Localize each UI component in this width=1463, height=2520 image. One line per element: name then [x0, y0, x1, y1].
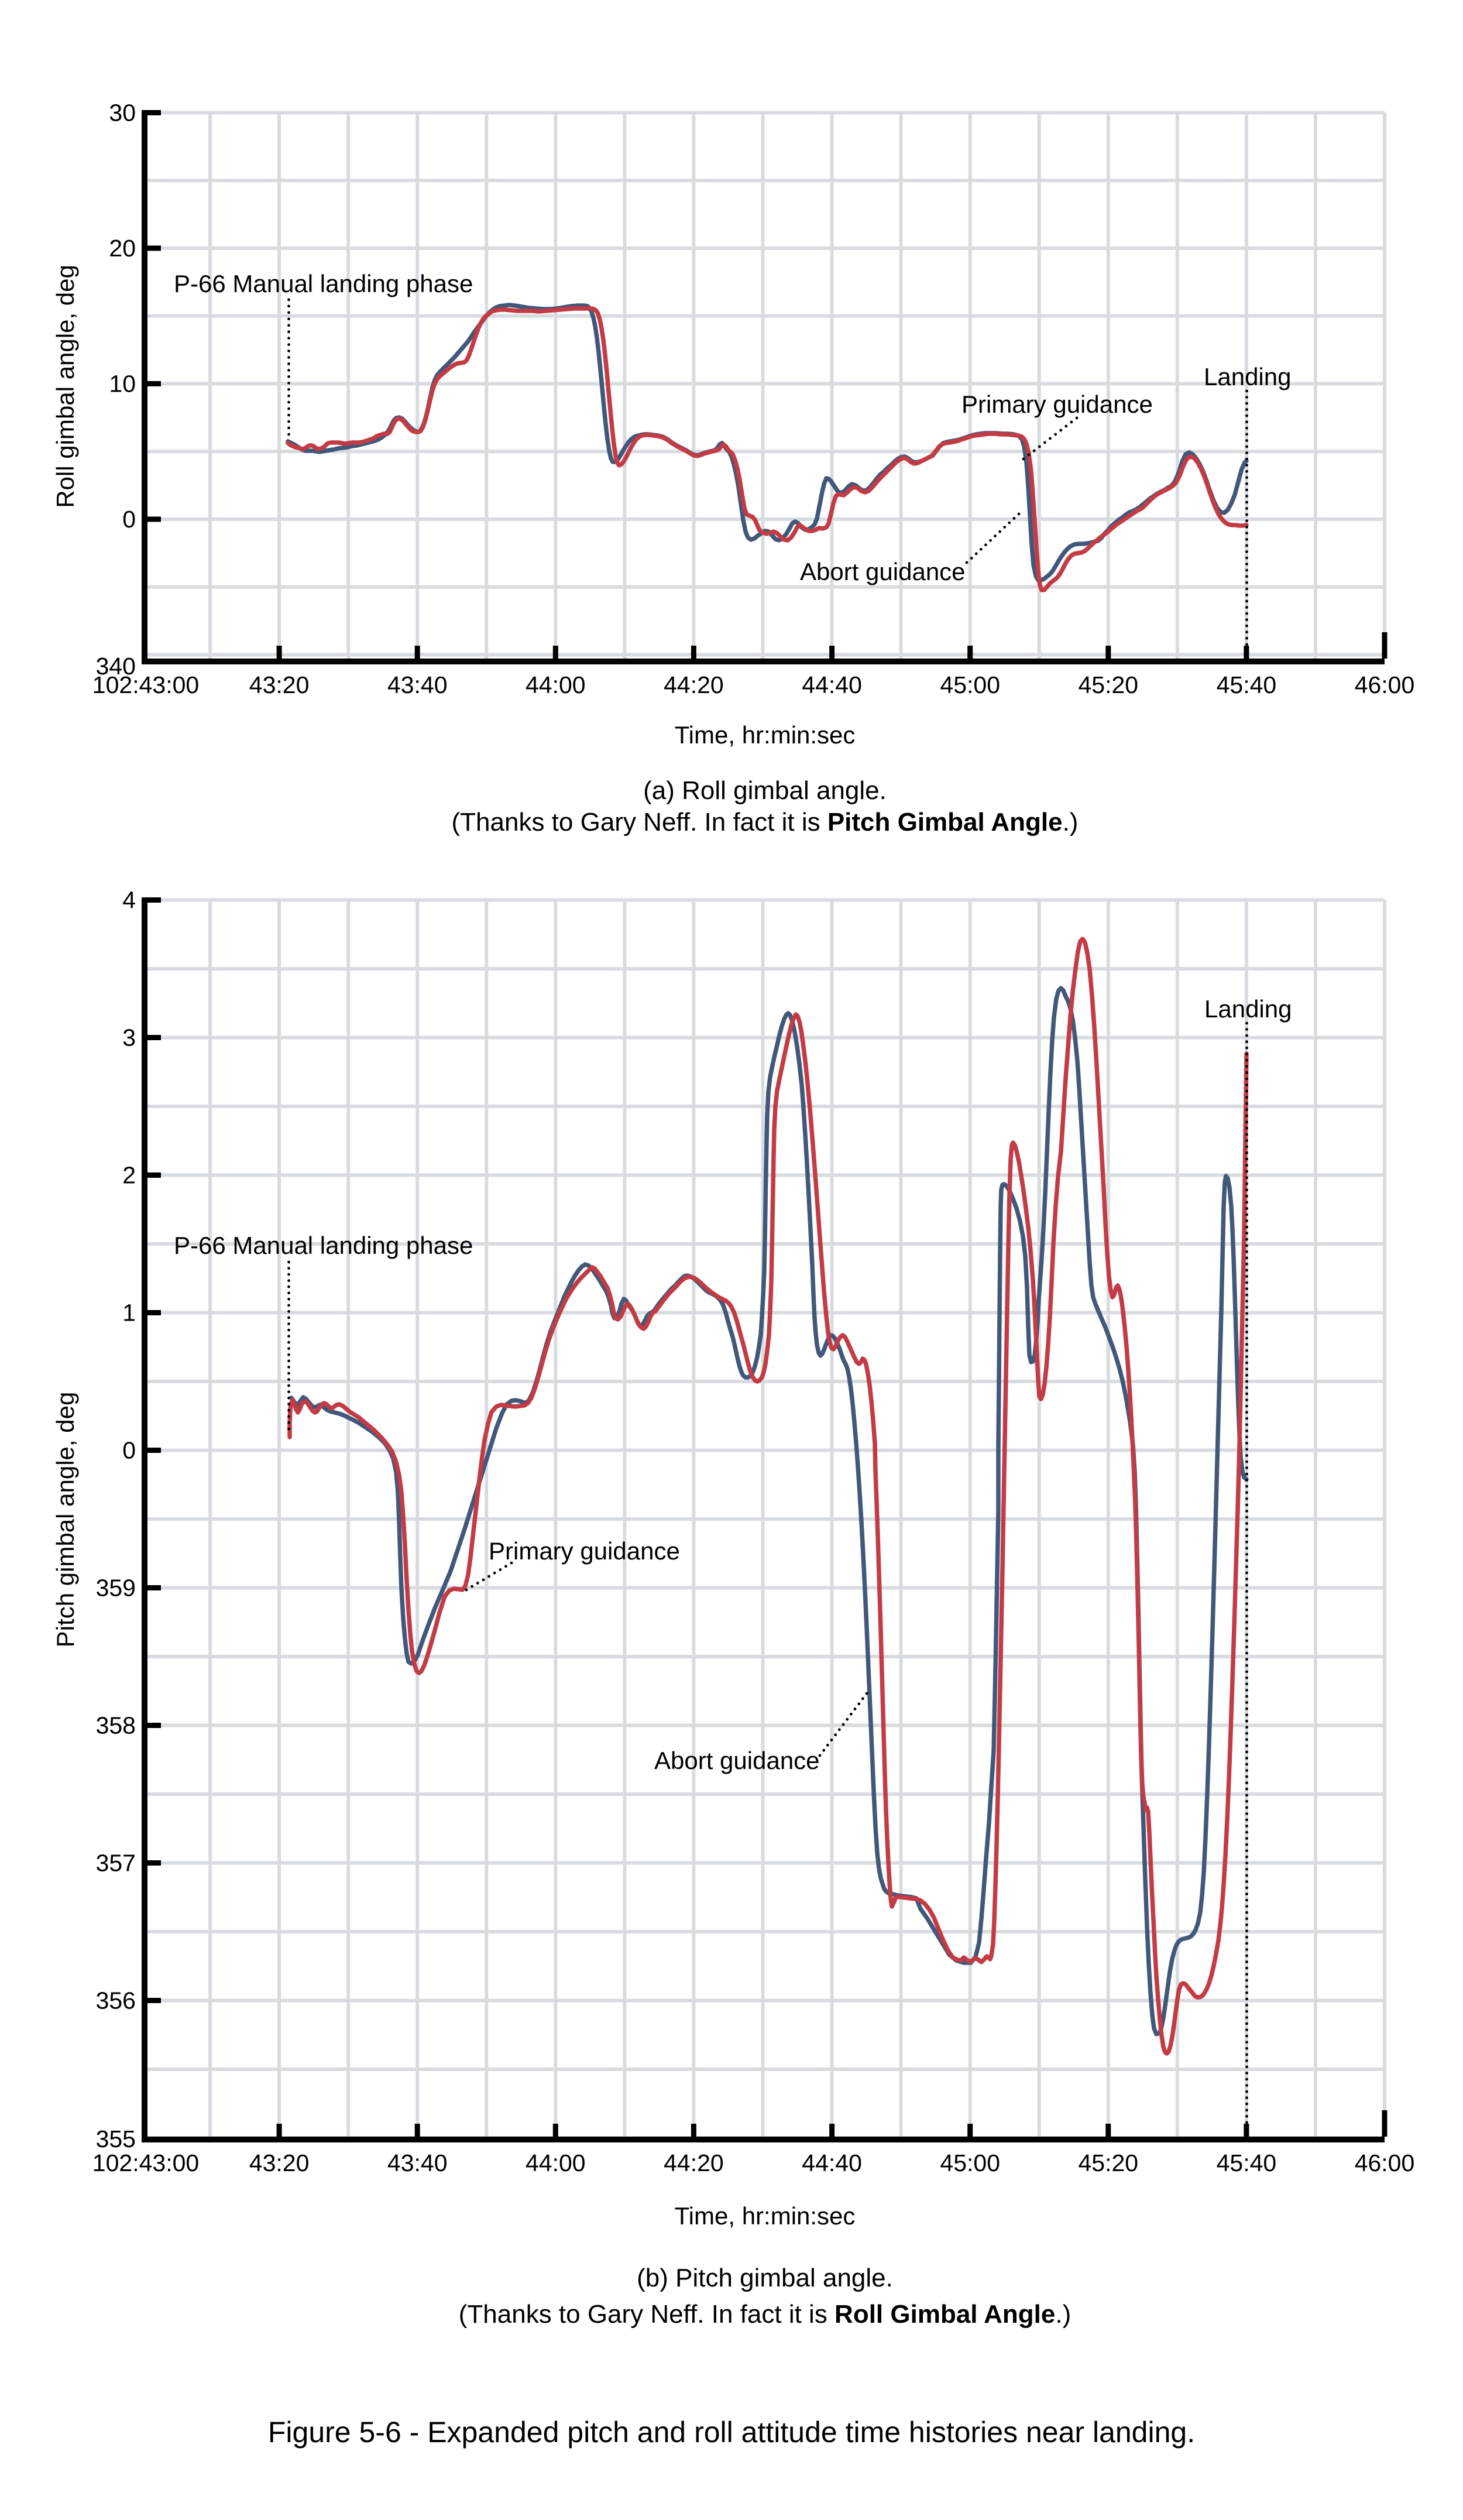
svg-text:46:00: 46:00 — [1355, 2149, 1415, 2176]
svg-text:0: 0 — [122, 506, 136, 533]
svg-text:45:00: 45:00 — [940, 2149, 1000, 2176]
svg-text:44:20: 44:20 — [664, 671, 724, 698]
svg-text:44:40: 44:40 — [802, 2149, 862, 2176]
svg-text:356: 356 — [96, 1987, 136, 2014]
svg-text:Landing: Landing — [1204, 995, 1292, 1023]
svg-text:20: 20 — [109, 235, 136, 262]
svg-text:4: 4 — [122, 887, 136, 914]
svg-text:43:20: 43:20 — [249, 2149, 310, 2176]
svg-text:43:40: 43:40 — [387, 2149, 448, 2176]
svg-text:45:20: 45:20 — [1078, 671, 1138, 698]
svg-text:Pitch gimbal angle, deg: Pitch gimbal angle, deg — [51, 1392, 79, 1648]
svg-text:44:40: 44:40 — [802, 671, 862, 698]
svg-text:46:00: 46:00 — [1355, 671, 1415, 698]
svg-text:Primary guidance: Primary guidance — [489, 1537, 680, 1565]
svg-text:45:40: 45:40 — [1217, 671, 1277, 698]
svg-text:45:20: 45:20 — [1078, 2149, 1138, 2176]
svg-text:358: 358 — [96, 1712, 136, 1739]
svg-text:45:40: 45:40 — [1217, 2149, 1277, 2176]
svg-text:Primary guidance: Primary guidance — [961, 390, 1153, 418]
svg-text:30: 30 — [109, 100, 136, 126]
svg-text:(b) Pitch gimbal angle.: (b) Pitch gimbal angle. — [637, 2264, 893, 2292]
svg-text:(Thanks to Gary Neff. In fact: (Thanks to Gary Neff. In fact it is Pitc… — [452, 808, 1079, 836]
svg-text:44:00: 44:00 — [526, 671, 586, 698]
svg-text:44:00: 44:00 — [526, 2149, 586, 2176]
svg-text:44:20: 44:20 — [664, 2149, 724, 2176]
svg-text:43:20: 43:20 — [249, 671, 310, 698]
svg-text:359: 359 — [96, 1575, 136, 1602]
svg-text:(a) Roll gimbal angle.: (a) Roll gimbal angle. — [643, 776, 887, 805]
svg-text:P-66 Manual landing phase: P-66 Manual landing phase — [174, 270, 473, 297]
svg-text:0: 0 — [122, 1437, 136, 1464]
svg-text:340: 340 — [96, 653, 136, 680]
svg-text:Roll gimbal angle, deg: Roll gimbal angle, deg — [51, 265, 79, 508]
svg-text:Time, hr:min:sec: Time, hr:min:sec — [675, 2202, 856, 2230]
svg-text:Abort guidance: Abort guidance — [800, 558, 966, 585]
svg-text:P-66 Manual landing phase: P-66 Manual landing phase — [174, 1232, 473, 1259]
svg-text:Figure 5-6 - Expanded pitch an: Figure 5-6 - Expanded pitch and roll att… — [268, 2416, 1195, 2449]
svg-text:3: 3 — [122, 1024, 136, 1051]
svg-text:102:43:00: 102:43:00 — [92, 2149, 199, 2176]
svg-text:102:43:00: 102:43:00 — [92, 671, 199, 698]
svg-text:43:40: 43:40 — [387, 671, 448, 698]
svg-text:(Thanks to Gary Neff. In fact: (Thanks to Gary Neff. In fact it is Roll… — [459, 2300, 1071, 2329]
svg-text:2: 2 — [122, 1162, 136, 1189]
svg-text:10: 10 — [109, 371, 136, 397]
svg-text:355: 355 — [96, 2125, 136, 2152]
svg-text:1: 1 — [122, 1300, 136, 1326]
svg-text:Landing: Landing — [1204, 363, 1291, 390]
svg-text:357: 357 — [96, 1850, 136, 1877]
svg-text:Abort guidance: Abort guidance — [654, 1747, 820, 1774]
svg-text:Time, hr:min:sec: Time, hr:min:sec — [675, 721, 856, 749]
svg-text:45:00: 45:00 — [940, 671, 1000, 698]
